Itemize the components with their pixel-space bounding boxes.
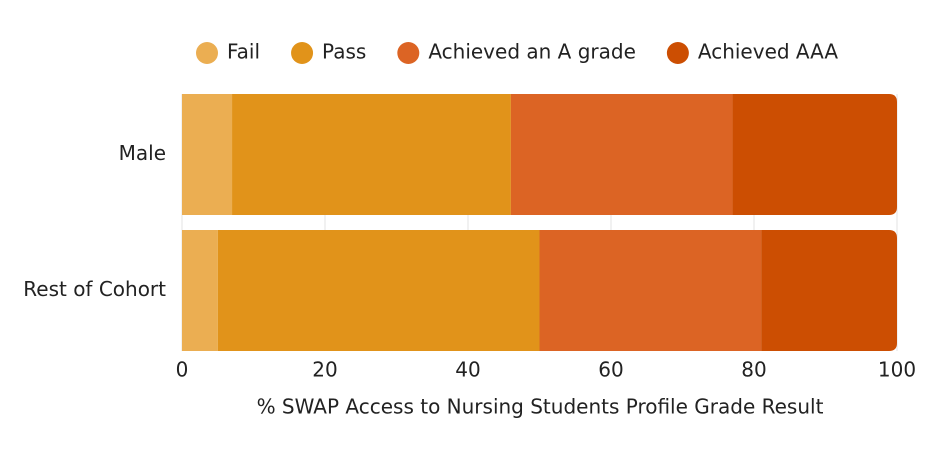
bar-segment — [182, 230, 218, 351]
bar-segment — [510, 94, 733, 215]
bar-segment — [232, 94, 511, 215]
legend-swatch — [291, 42, 314, 64]
legend-label: Achieved an A grade — [428, 40, 636, 64]
bar-segment — [217, 230, 540, 351]
x-tick-label: 20 — [312, 358, 337, 382]
bar-segment — [182, 94, 233, 215]
y-tick-label: Male — [119, 141, 166, 165]
legend-label: Pass — [322, 40, 366, 64]
x-tick-label: 0 — [176, 358, 189, 382]
legend-swatch — [397, 42, 420, 64]
x-tick-label: 40 — [455, 358, 480, 382]
x-tick-label: 100 — [878, 358, 916, 382]
x-tick-label: 60 — [598, 358, 623, 382]
bar-segment — [732, 94, 897, 215]
x-axis-label: % SWAP Access to Nursing Students Profil… — [257, 395, 824, 419]
bar-segment — [761, 230, 897, 351]
legend-label: Achieved AAA — [698, 40, 839, 64]
legend-swatch — [666, 42, 689, 64]
legend-swatch — [196, 42, 218, 64]
y-tick-label: Rest of Cohort — [23, 277, 166, 301]
x-tick-label: 80 — [741, 358, 766, 382]
bar-segment — [539, 230, 762, 351]
legend-label: Fail — [227, 40, 260, 64]
